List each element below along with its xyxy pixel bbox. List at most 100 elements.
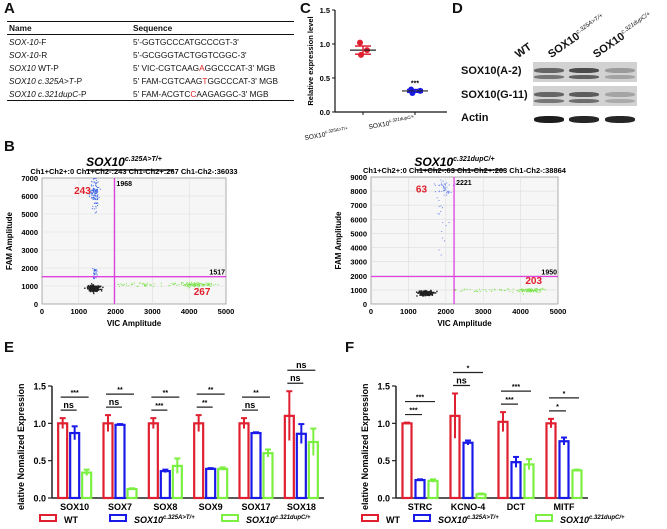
legend-swatch-2 (221, 514, 239, 522)
droplet (173, 282, 175, 284)
droplet (101, 288, 103, 291)
primer-name-suffix: WT-P (35, 62, 59, 73)
droplet (528, 290, 530, 292)
droplet (95, 288, 98, 290)
x-tick-label: SOX7 (108, 502, 132, 510)
droplet (86, 286, 89, 288)
droplet (526, 288, 528, 290)
droplet (96, 191, 98, 193)
droplet (506, 288, 508, 290)
droplet (439, 213, 441, 215)
droplet (477, 291, 479, 293)
droplet (95, 179, 97, 181)
droplet (195, 283, 197, 285)
droplet (184, 284, 186, 286)
bar-1 (462, 441, 474, 500)
droplet (92, 205, 94, 207)
y-axis-label: Relative Nomalized Expression (360, 383, 370, 510)
droplet (533, 289, 535, 291)
droplet (535, 290, 537, 292)
significance-label: ns (245, 400, 256, 410)
droplet (146, 284, 148, 286)
droplet (526, 291, 528, 293)
droplet (532, 290, 534, 292)
bar-1 (69, 431, 81, 500)
legend-f: WT SOX10c.325A>T/+ SOX10c.321dupC/+ (361, 514, 625, 525)
droplet (96, 187, 98, 189)
droplet (444, 189, 446, 191)
fam-threshold-label: 1517 (209, 270, 225, 277)
y-tick-label: 4000 (21, 228, 38, 237)
droplet (93, 273, 95, 275)
droplet (98, 285, 101, 288)
sequence-part: 5' FAM-ACGTC (133, 88, 191, 99)
droplet (438, 190, 440, 192)
droplet (88, 289, 91, 292)
droplet (431, 294, 433, 296)
droplet (203, 284, 205, 286)
droplet (94, 188, 96, 190)
droplet (92, 185, 94, 187)
droplet (188, 284, 190, 286)
droplet (96, 274, 98, 276)
droplet (93, 208, 95, 210)
droplet (117, 283, 119, 285)
significance-label: * (467, 365, 470, 372)
droplet (193, 286, 195, 288)
significance-label: * (556, 404, 559, 411)
bar-1 (250, 431, 262, 500)
x-tick-label: SOX8 (153, 502, 177, 510)
droplet (90, 193, 92, 195)
droplet (93, 194, 95, 196)
significance-label: ns (63, 400, 74, 410)
droplet (96, 192, 98, 194)
x-axis-label: VIC Amplitude (107, 319, 162, 328)
bar-2 (571, 469, 583, 500)
droplet (484, 289, 486, 291)
panel-label-e: E (4, 339, 15, 356)
droplet (172, 284, 174, 286)
droplet (516, 289, 518, 291)
droplet (96, 197, 98, 199)
y-tick-label: 1.5 (33, 382, 46, 392)
droplet (118, 285, 120, 287)
droplet (479, 290, 481, 292)
protein-band (534, 115, 564, 123)
droplet (91, 192, 93, 194)
legend-e: WT SOX10c.325A>T/+ SOX10c.321dupC/+ (39, 514, 311, 525)
droplet (540, 288, 542, 290)
droplet (95, 190, 97, 192)
droplet (447, 191, 449, 193)
droplet (94, 194, 96, 196)
droplet (102, 286, 104, 289)
droplet (96, 195, 98, 197)
droplet (208, 284, 210, 286)
droplet (435, 191, 437, 193)
droplet (521, 288, 523, 290)
droplet (442, 237, 444, 239)
x-tick-label: 2000 (107, 307, 124, 316)
droplet (476, 290, 478, 292)
droplet (461, 290, 463, 292)
droplet (90, 283, 93, 285)
droplet (93, 191, 95, 193)
droplet (121, 284, 123, 286)
droplet (198, 284, 200, 286)
bar-1 (114, 423, 126, 500)
column-header-name: Name (7, 21, 131, 35)
droplet (95, 207, 97, 209)
droplet (482, 289, 484, 291)
droplet (528, 288, 530, 290)
droplet (422, 295, 424, 297)
sequence-part: GGCCCAT-3' MGB (207, 75, 279, 86)
y-tick-label: 7000 (21, 174, 38, 183)
droplet (424, 291, 427, 294)
primer-name-italic: SOX-10 (9, 36, 39, 47)
droplet (191, 281, 193, 283)
primer-name: SOX-10-F (7, 35, 131, 49)
droplet (93, 292, 95, 295)
legend-swatch-1 (109, 514, 127, 522)
droplet (100, 290, 103, 292)
droplet (88, 286, 90, 288)
primer-name: SOX10 c.325A>T-P (7, 74, 131, 87)
